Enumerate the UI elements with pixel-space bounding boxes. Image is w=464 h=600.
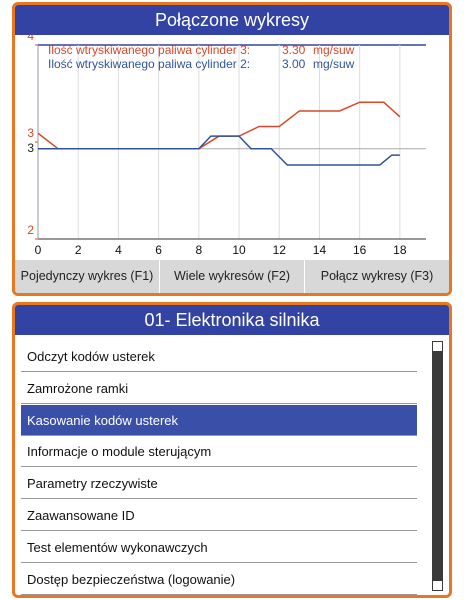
y2-tick-label: 3 bbox=[27, 141, 34, 155]
x-tick-label: 2 bbox=[75, 243, 82, 257]
menu-item[interactable]: Kasowanie kodów usterek bbox=[21, 404, 417, 436]
x-tick-label: 12 bbox=[273, 243, 287, 257]
menu-item[interactable]: Dostęp bezpieczeństwa (logowanie) bbox=[21, 564, 417, 595]
menu-item[interactable]: Informacje o module sterującym bbox=[21, 436, 417, 468]
y-tick-label: 3 bbox=[27, 126, 34, 140]
x-tick-label: 10 bbox=[232, 243, 246, 257]
legend-reading: 3.30 bbox=[282, 43, 306, 57]
button[interactable]: Wiele wykresów (F2) bbox=[159, 260, 304, 293]
panel-title: 01- Elektronika silnika bbox=[15, 305, 449, 335]
legend-reading: 3.00 bbox=[282, 57, 306, 71]
series-line bbox=[38, 135, 400, 166]
y-tick-label: 4 bbox=[27, 35, 34, 43]
x-tick-label: 16 bbox=[353, 243, 367, 257]
scrollbar[interactable] bbox=[432, 341, 443, 591]
x-tick-label: 0 bbox=[35, 243, 42, 257]
menu-item[interactable]: Parametry rzeczywiste bbox=[21, 468, 417, 500]
legend-name: Ilość wtryskiwanego paliwa cylinder 3: bbox=[48, 43, 250, 57]
button[interactable]: Pojedynczy wykres (F1) bbox=[20, 269, 154, 283]
scroll-up[interactable] bbox=[432, 341, 443, 352]
menu-panel: 01- Elektronika silnika Odczyt kodów ust… bbox=[12, 302, 452, 598]
x-tick-label: 6 bbox=[155, 243, 162, 257]
menu-item[interactable]: Test elementów wykonawczych bbox=[21, 532, 417, 563]
scroll-down[interactable] bbox=[432, 580, 443, 591]
menu-item[interactable]: Odczyt kodów usterek bbox=[21, 341, 417, 372]
button-bar: Pojedynczy wykres (F1) Wiele wykresów (F… bbox=[15, 260, 449, 293]
x-tick-label: 4 bbox=[115, 243, 122, 257]
button[interactable]: Połącz wykresy (F3) bbox=[304, 260, 449, 293]
menu-item[interactable]: Zamrożone ramki bbox=[21, 373, 417, 404]
x-tick-label: 14 bbox=[313, 243, 327, 257]
chart-panel: Połączone wykresy 0 2 4 6 8 10 12 14 16 18 3 2 3 4 Ilo… bbox=[12, 2, 452, 296]
legend-name: Ilość wtryskiwanego paliwa cylinder 2: bbox=[48, 57, 250, 71]
series-line bbox=[37, 101, 401, 150]
x-tick-label: 8 bbox=[195, 243, 202, 257]
legend-unit: mg/suw bbox=[313, 43, 355, 57]
y-tick-label: 2 bbox=[27, 223, 34, 237]
menu-item[interactable]: Zaawansowane ID bbox=[21, 500, 417, 531]
x-tick-label: 18 bbox=[393, 243, 407, 257]
legend-unit: mg/suw bbox=[313, 57, 355, 71]
panel-title: Połączone wykresy bbox=[15, 5, 449, 35]
